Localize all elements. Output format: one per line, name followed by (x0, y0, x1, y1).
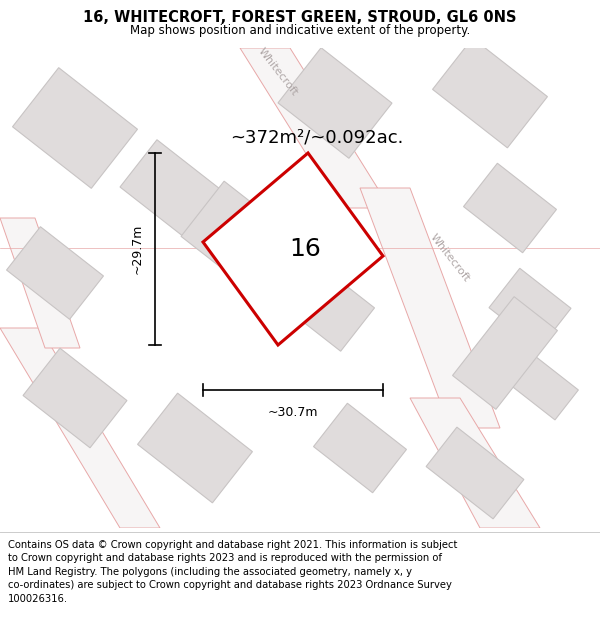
Polygon shape (314, 403, 406, 492)
Polygon shape (240, 48, 390, 208)
Polygon shape (120, 140, 220, 236)
Polygon shape (286, 265, 374, 351)
Text: Whitecroft: Whitecroft (256, 46, 300, 98)
Polygon shape (426, 427, 524, 519)
Text: ~30.7m: ~30.7m (268, 406, 318, 419)
Polygon shape (360, 188, 500, 428)
Polygon shape (433, 38, 547, 148)
Polygon shape (7, 227, 103, 319)
Text: Map shows position and indicative extent of the property.: Map shows position and indicative extent… (130, 24, 470, 38)
Polygon shape (137, 393, 253, 503)
Polygon shape (489, 268, 571, 348)
Polygon shape (512, 356, 578, 420)
Polygon shape (452, 297, 557, 409)
Polygon shape (464, 163, 556, 252)
Polygon shape (181, 181, 299, 295)
Text: ~29.7m: ~29.7m (131, 224, 143, 274)
Text: 16, WHITECROFT, FOREST GREEN, STROUD, GL6 0NS: 16, WHITECROFT, FOREST GREEN, STROUD, GL… (83, 9, 517, 24)
Polygon shape (203, 153, 383, 345)
Polygon shape (0, 328, 160, 528)
Polygon shape (410, 398, 540, 528)
Text: 16: 16 (289, 237, 321, 261)
Polygon shape (13, 68, 137, 188)
Polygon shape (278, 48, 392, 158)
Text: ~372m²/~0.092ac.: ~372m²/~0.092ac. (230, 129, 403, 147)
Text: Whitecroft: Whitecroft (428, 232, 472, 284)
Polygon shape (23, 348, 127, 448)
Polygon shape (0, 218, 80, 348)
Text: Contains OS data © Crown copyright and database right 2021. This information is : Contains OS data © Crown copyright and d… (8, 539, 457, 604)
